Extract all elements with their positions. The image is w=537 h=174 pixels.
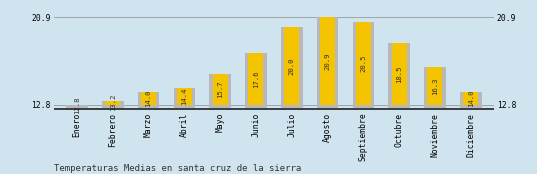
Bar — [356, 22, 371, 105]
Bar — [102, 101, 124, 108]
Text: 14.0: 14.0 — [146, 90, 151, 107]
Bar — [284, 27, 299, 105]
Text: 20.9: 20.9 — [324, 52, 331, 70]
Text: 17.6: 17.6 — [253, 70, 259, 88]
Bar — [427, 67, 442, 105]
Bar — [66, 105, 88, 108]
Bar — [391, 43, 407, 105]
Text: 18.5: 18.5 — [396, 65, 402, 83]
Bar — [388, 43, 410, 108]
Text: 14.4: 14.4 — [182, 88, 187, 105]
Text: Temperaturas Medias en santa cruz de la sierra: Temperaturas Medias en santa cruz de la … — [54, 164, 301, 173]
Bar — [463, 92, 478, 105]
Text: 20.5: 20.5 — [360, 55, 366, 72]
Bar — [141, 92, 156, 105]
Bar — [317, 17, 338, 108]
Bar — [177, 88, 192, 105]
Bar — [173, 88, 195, 108]
Text: 14.0: 14.0 — [468, 90, 474, 107]
Text: 12.8: 12.8 — [74, 96, 80, 114]
Text: 16.3: 16.3 — [432, 77, 438, 95]
Bar — [249, 53, 264, 105]
Text: 15.7: 15.7 — [217, 81, 223, 98]
Bar — [460, 92, 482, 108]
Text: 20.0: 20.0 — [289, 57, 295, 75]
Text: 13.2: 13.2 — [110, 94, 116, 112]
Bar — [105, 101, 120, 105]
Bar — [320, 17, 335, 105]
Bar — [213, 74, 228, 105]
Bar — [281, 27, 302, 108]
Bar — [353, 22, 374, 108]
Bar — [424, 67, 446, 108]
Bar — [245, 53, 267, 108]
Bar — [209, 74, 231, 108]
Bar — [138, 92, 159, 108]
